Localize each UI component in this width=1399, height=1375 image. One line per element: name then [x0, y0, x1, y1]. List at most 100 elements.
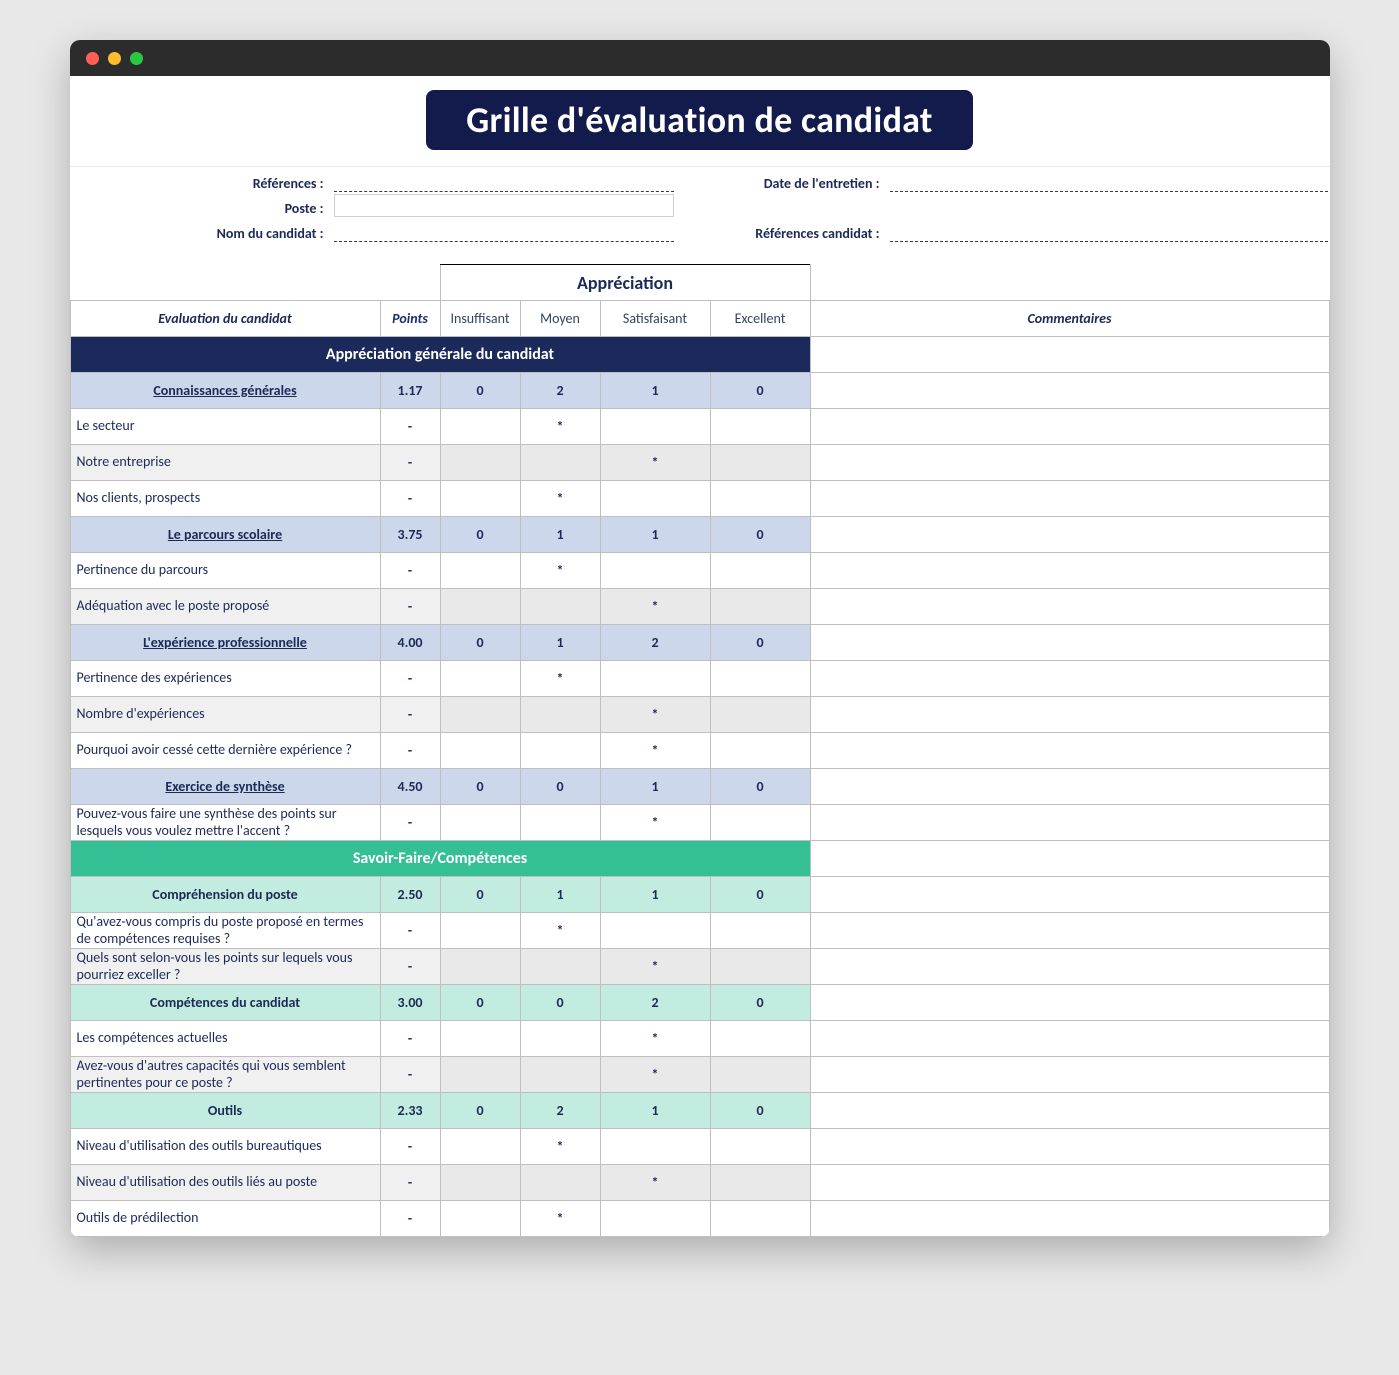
comment-cell[interactable] [810, 769, 1329, 805]
rating-cell[interactable] [440, 481, 520, 517]
rating-cell[interactable] [600, 913, 710, 949]
rating-cell[interactable] [520, 733, 600, 769]
rating-cell[interactable] [440, 445, 520, 481]
comment-cell[interactable] [810, 589, 1329, 625]
rating-cell[interactable] [440, 697, 520, 733]
rating-cell[interactable] [710, 481, 810, 517]
rating-cell[interactable] [520, 445, 600, 481]
window-close-icon[interactable] [86, 52, 99, 65]
comment-cell[interactable] [810, 481, 1329, 517]
window-minimize-icon[interactable] [108, 52, 121, 65]
rating-cell[interactable] [520, 1021, 600, 1057]
rating-cell[interactable] [600, 481, 710, 517]
rating-cell[interactable] [710, 1201, 810, 1237]
ref-candidat-field[interactable] [890, 219, 1328, 242]
nom-field[interactable] [334, 219, 674, 242]
comment-cell[interactable] [810, 1165, 1329, 1201]
rating-cell[interactable] [520, 1165, 600, 1201]
rating-cell[interactable] [710, 445, 810, 481]
rating-cell[interactable] [600, 1201, 710, 1237]
references-field[interactable] [334, 169, 674, 192]
date-field[interactable] [890, 169, 1328, 192]
rating-cell[interactable]: * [600, 1021, 710, 1057]
rating-cell[interactable] [710, 1057, 810, 1093]
rating-cell[interactable]: * [600, 697, 710, 733]
comment-cell[interactable] [810, 1021, 1329, 1057]
rating-cell[interactable] [440, 553, 520, 589]
comment-cell[interactable] [810, 1093, 1329, 1129]
rating-cell[interactable]: * [600, 805, 710, 841]
rating-cell[interactable] [440, 409, 520, 445]
rating-cell[interactable] [440, 949, 520, 985]
comment-cell[interactable] [810, 373, 1329, 409]
comment-cell[interactable] [810, 1057, 1329, 1093]
comment-cell[interactable] [810, 553, 1329, 589]
rating-cell[interactable]: * [520, 913, 600, 949]
rating-cell[interactable] [710, 733, 810, 769]
comment-cell[interactable] [810, 409, 1329, 445]
rating-cell[interactable] [520, 805, 600, 841]
rating-cell[interactable]: * [600, 733, 710, 769]
comment-cell[interactable] [810, 1201, 1329, 1237]
rating-cell[interactable] [440, 805, 520, 841]
comment-cell[interactable] [810, 517, 1329, 553]
rating-cell[interactable]: * [520, 553, 600, 589]
rating-cell[interactable] [440, 733, 520, 769]
rating-cell[interactable] [440, 1201, 520, 1237]
rating-cell[interactable] [710, 409, 810, 445]
rating-cell[interactable] [710, 661, 810, 697]
comment-cell[interactable] [810, 625, 1329, 661]
rating-cell[interactable]: * [520, 1201, 600, 1237]
rating-cell[interactable] [600, 409, 710, 445]
rating-cell[interactable] [520, 589, 600, 625]
rating-cell[interactable] [710, 553, 810, 589]
window-maximize-icon[interactable] [130, 52, 143, 65]
comment-cell[interactable] [810, 985, 1329, 1021]
rating-cell[interactable]: * [600, 445, 710, 481]
rating-cell[interactable]: * [600, 589, 710, 625]
question-label: Nombre d'expériences [70, 697, 380, 733]
poste-field[interactable] [334, 194, 674, 217]
rating-cell[interactable]: * [520, 1129, 600, 1165]
rating-cell[interactable]: * [520, 661, 600, 697]
rating-cell[interactable] [710, 1021, 810, 1057]
comment-cell[interactable] [810, 913, 1329, 949]
rating-cell[interactable] [710, 949, 810, 985]
rating-cell[interactable] [600, 553, 710, 589]
rating-cell[interactable] [440, 1021, 520, 1057]
category-count: 0 [440, 1093, 520, 1129]
comment-cell[interactable] [810, 877, 1329, 913]
comment-cell[interactable] [810, 805, 1329, 841]
rating-cell[interactable] [710, 589, 810, 625]
comment-cell[interactable] [810, 337, 1329, 373]
rating-cell[interactable] [520, 949, 600, 985]
rating-cell[interactable]: * [520, 409, 600, 445]
rating-cell[interactable] [600, 661, 710, 697]
rating-cell[interactable] [520, 1057, 600, 1093]
question-label: Niveau d'utilisation des outils liés au … [70, 1165, 380, 1201]
rating-cell[interactable] [710, 805, 810, 841]
comment-cell[interactable] [810, 841, 1329, 877]
comment-cell[interactable] [810, 697, 1329, 733]
rating-cell[interactable]: * [520, 481, 600, 517]
comment-cell[interactable] [810, 733, 1329, 769]
rating-cell[interactable] [440, 1129, 520, 1165]
rating-cell[interactable] [710, 1129, 810, 1165]
rating-cell[interactable] [440, 913, 520, 949]
rating-cell[interactable] [440, 1057, 520, 1093]
rating-cell[interactable]: * [600, 1057, 710, 1093]
rating-cell[interactable] [710, 913, 810, 949]
rating-cell[interactable] [600, 1129, 710, 1165]
rating-cell[interactable] [710, 697, 810, 733]
comment-cell[interactable] [810, 949, 1329, 985]
rating-cell[interactable] [520, 697, 600, 733]
comment-cell[interactable] [810, 445, 1329, 481]
comment-cell[interactable] [810, 661, 1329, 697]
rating-cell[interactable] [440, 1165, 520, 1201]
rating-cell[interactable] [440, 661, 520, 697]
rating-cell[interactable]: * [600, 1165, 710, 1201]
rating-cell[interactable]: * [600, 949, 710, 985]
comment-cell[interactable] [810, 1129, 1329, 1165]
rating-cell[interactable] [710, 1165, 810, 1201]
rating-cell[interactable] [440, 589, 520, 625]
